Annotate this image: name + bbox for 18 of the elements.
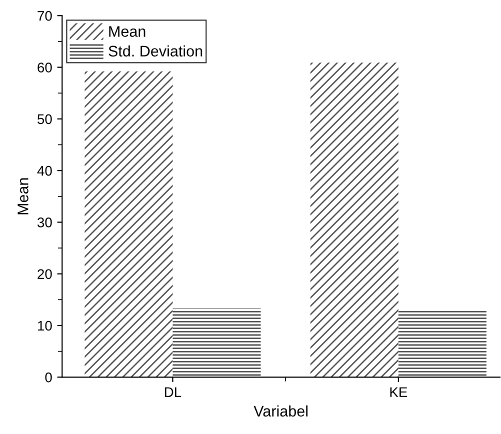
y-tick-label: 0	[45, 372, 52, 382]
y-tick-label: 10	[38, 320, 52, 331]
bar	[172, 308, 261, 378]
y-axis-title: Mean	[18, 178, 28, 214]
y-tick-label: 30	[37, 218, 52, 228]
legend-label: Std. Deviation	[108, 45, 202, 57]
bar	[310, 62, 398, 378]
y-tick-label: 60	[38, 62, 52, 72]
x-tick-label: KE	[390, 387, 408, 397]
y-tick-label: 70	[38, 10, 52, 21]
bar	[84, 71, 173, 378]
x-tick-label: DL	[164, 387, 182, 397]
legend-label: Mean	[109, 26, 146, 37]
bar	[398, 308, 486, 378]
y-tick-label: 50	[38, 114, 52, 124]
y-tick-label: 20	[38, 269, 52, 280]
x-axis-title: Variabel	[254, 405, 308, 417]
y-tick-label: 40	[37, 166, 52, 176]
